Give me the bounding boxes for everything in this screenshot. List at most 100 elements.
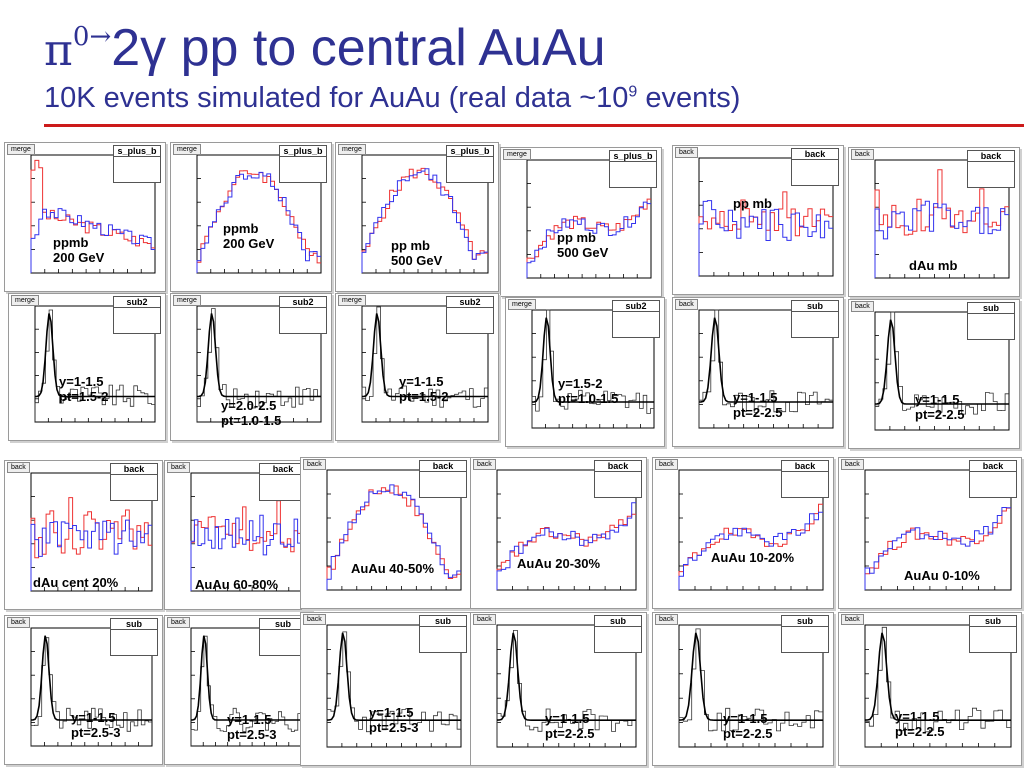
title-superscript: 0→: [72, 22, 112, 52]
stats-box-title: sub: [792, 301, 838, 312]
stats-box-title: back: [260, 464, 306, 475]
panel-tag: back: [7, 617, 30, 628]
stats-box-title: sub: [595, 616, 641, 627]
stats-box-title: sub2: [613, 301, 659, 312]
title-underline: [44, 124, 1024, 127]
stats-box: sub: [969, 615, 1017, 653]
panel-label: y=1-1.5 pt=2.5-3: [369, 705, 419, 735]
stats-box-title: sub: [970, 616, 1016, 627]
stats-box-title: back: [595, 461, 641, 472]
stats-box: sub: [781, 615, 829, 653]
fit-histogram-panel: back sub y=1-1.5 pt=2-2.5: [672, 297, 844, 447]
fit-histogram-panel: merge sub2 y=2.0-2.5 pt=1.0-1.5: [170, 293, 332, 441]
gaussian-fit-curve: [698, 317, 833, 403]
panel-tag: back: [167, 462, 190, 473]
overlay-histogram-panel: back back pp mb: [672, 145, 844, 295]
stats-box-title: back: [792, 149, 838, 160]
background-histogram: [196, 171, 321, 273]
fit-histogram-panel: merge sub2 y=1.5-2 pt=1.0-1.5: [505, 297, 665, 447]
panel-label: y=1-1.5 pt=2-2.5: [733, 390, 783, 420]
panel-tag: back: [303, 459, 326, 470]
overlay-histogram-panel: back back AuAu 20-30%: [470, 457, 647, 609]
stats-box: back: [110, 463, 158, 501]
stats-box: back: [419, 460, 467, 498]
panel-label: dAu cent 20%: [33, 575, 119, 590]
signal-histogram: [190, 500, 301, 591]
stats-box: s_plus_b: [609, 150, 657, 188]
panel-label: y=1-1.5 pt=2-2.5: [895, 709, 945, 739]
stats-box-title: sub: [782, 616, 828, 627]
overlay-histogram-panel: merge s_plus_b ppmb 200 GeV: [4, 142, 166, 292]
panel-tag: back: [851, 301, 874, 312]
stats-box-title: sub: [111, 619, 157, 630]
panel-tag: back: [851, 149, 874, 160]
fit-histogram-panel: merge sub2 y=1-1.5 pt=1.5-2: [335, 293, 499, 441]
stats-box-title: s_plus_b: [447, 146, 493, 157]
panel-label: pp mb: [733, 196, 772, 211]
overlay-histogram-panel: back back dAu mb: [848, 147, 1020, 297]
gaussian-fit-curve: [874, 319, 1009, 405]
gaussian-fit-curve: [34, 313, 155, 398]
stats-box: sub: [791, 300, 839, 338]
stats-box: sub: [967, 302, 1015, 340]
stats-box: sub: [594, 615, 642, 653]
fit-histogram-panel: back sub y=1-1.5 pt=2-2.5: [652, 612, 834, 766]
background-histogram: [326, 484, 461, 590]
panel-tag: back: [675, 147, 698, 158]
panel-label: y=1-1.5 pt=2-2.5: [545, 711, 595, 741]
background-histogram: [30, 208, 155, 273]
panel-label: pp mb 500 GeV: [557, 230, 609, 260]
panel-label: y=1-1.5 pt=2.5-3: [71, 710, 121, 740]
gaussian-fit-curve: [196, 313, 321, 398]
panel-label: y=1-1.5 pt=2-2.5: [723, 711, 773, 741]
stats-box-title: sub2: [280, 297, 326, 308]
stats-box-title: sub: [420, 616, 466, 627]
subtracted-histogram: [531, 309, 654, 428]
gaussian-fit-curve: [190, 635, 301, 721]
panel-tag: back: [167, 617, 190, 628]
stats-box: sub: [419, 615, 467, 653]
panel-label: AuAu 0-10%: [904, 568, 980, 583]
panel-label: y=1-1.5 pt=2.5-3: [227, 712, 277, 742]
panel-tag: merge: [7, 144, 35, 155]
slide-title: π0→2γ pp to central AuAu: [44, 22, 606, 74]
gaussian-fit-curve: [531, 317, 654, 403]
panel-tag: back: [473, 614, 496, 625]
stats-box: sub2: [612, 300, 660, 338]
panel-label: y=1-1.5 pt=1.5-2: [399, 374, 449, 404]
title-pi: π: [44, 25, 73, 76]
background-histogram: [190, 514, 301, 591]
stats-box-title: sub2: [447, 297, 493, 308]
panel-tag: merge: [338, 144, 366, 155]
panel-tag: merge: [508, 299, 536, 310]
stats-box-title: back: [420, 461, 466, 472]
subtracted-histogram: [196, 308, 321, 422]
stats-box: back: [594, 460, 642, 498]
background-histogram: [361, 168, 488, 273]
panel-label: ppmb 200 GeV: [223, 221, 275, 251]
subtitle-exponent: 9: [628, 83, 638, 101]
overlay-histogram-panel: merge s_plus_b pp mb 500 GeV: [500, 147, 662, 297]
fit-histogram-panel: back sub y=1-1.5 pt=2.5-3: [164, 615, 312, 765]
background-histogram: [864, 507, 1011, 590]
stats-box-title: back: [968, 151, 1014, 162]
title-text: 2γ pp to central AuAu: [111, 19, 606, 77]
panel-tag: merge: [173, 295, 201, 306]
panel-tag: back: [655, 459, 678, 470]
subtracted-histogram: [678, 628, 823, 747]
background-histogram: [678, 511, 823, 590]
panel-tag: merge: [11, 295, 39, 306]
stats-box: s_plus_b: [113, 145, 161, 183]
stats-box-title: sub: [968, 303, 1014, 314]
panel-label: AuAu 10-20%: [711, 550, 795, 565]
overlay-histogram-panel: back back dAu cent 20%: [4, 460, 163, 610]
overlay-histogram-panel: merge s_plus_b ppmb 200 GeV: [170, 142, 332, 292]
fit-histogram-panel: back sub y=1-1.5 pt=2-2.5: [838, 612, 1022, 766]
slide-subtitle: 10K events simulated for AuAu (real data…: [44, 84, 740, 113]
gaussian-fit-curve: [864, 632, 1011, 721]
subtitle-text-end: events): [637, 82, 741, 114]
panel-label: pp mb 500 GeV: [391, 238, 443, 268]
stats-box-title: back: [111, 464, 157, 475]
stats-box-title: s_plus_b: [280, 146, 326, 157]
panel-tag: back: [655, 614, 678, 625]
